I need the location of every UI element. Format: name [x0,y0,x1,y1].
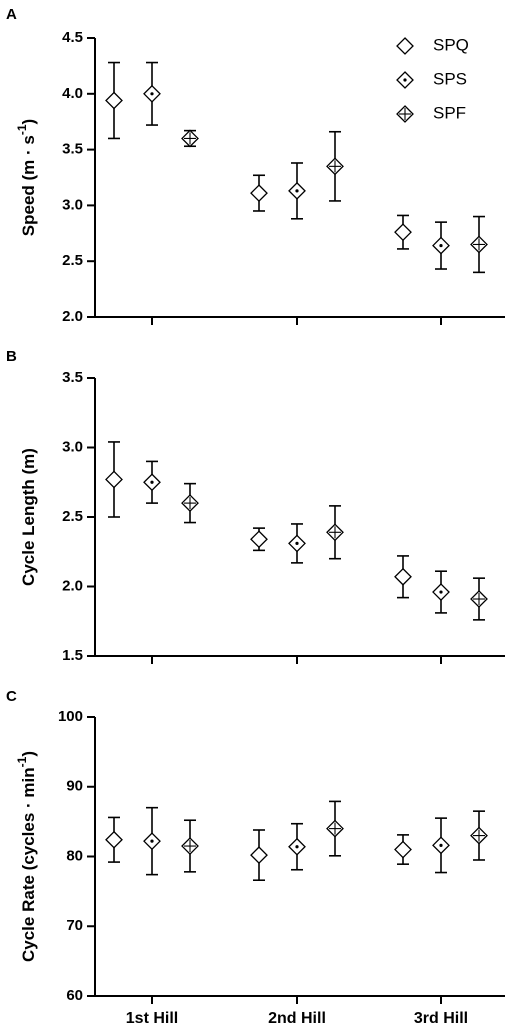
point-spq-3 [394,840,412,859]
point-spq-1-diamond [105,830,123,849]
y-tick-label: 2.5 [62,508,83,525]
panel-label: B [6,348,17,365]
legend-marker-spq [396,37,414,55]
point-sps-2 [288,534,306,553]
y-tick-label: 90 [66,778,83,795]
point-spq-1 [105,91,123,110]
y-axis-title-close: ) [19,751,38,757]
point-spq-1 [105,470,123,489]
point-sps-1-dot [150,92,154,96]
point-spf-1 [181,837,199,855]
point-spf-3 [470,826,488,845]
y-tick-label: 3.5 [62,141,83,158]
legend-label-spf: SPF [433,103,466,122]
panel-label: C [6,688,17,705]
point-sps-1 [143,473,161,492]
legend-label-spq: SPQ [433,35,469,54]
y-tick-label: 4.5 [62,29,83,46]
y-axis-title-main: Cycle Length (m) [19,448,38,586]
point-sps-3-dot [439,843,443,847]
panel-label: A [6,6,17,23]
point-spq-3-diamond [394,840,412,859]
point-spq-2 [250,184,268,203]
point-spq-1 [105,830,123,849]
point-sps-2 [288,181,306,200]
legend-label-sps: SPS [433,69,467,88]
point-sps-3-dot [439,590,443,594]
point-spf-2 [326,157,344,176]
legend: SPQ SPS SPF [396,35,469,123]
y-tick-label: 60 [66,987,83,1004]
x-tick-label: 1st Hill [126,1010,178,1027]
y-axis-title-main: Speed (m · s [19,135,38,236]
x-tick-label: 2nd Hill [268,1010,326,1027]
point-spf-3 [470,590,488,608]
y-tick-label: 80 [66,847,83,864]
point-sps-3-dot [439,243,443,248]
point-spf-1 [181,494,199,513]
point-spf-3 [470,235,488,254]
point-spq-1-diamond [105,91,123,110]
point-sps-3 [432,583,450,601]
legend-marker-spf [396,105,414,123]
point-sps-1 [143,84,161,103]
y-axis-title: Cycle Rate (cycles · min-1) [15,751,38,962]
y-tick-label: 70 [66,917,83,934]
legend-marker-sps [396,71,414,89]
point-sps-2-dot [295,845,299,849]
legend-marker-sps-dot [403,78,407,82]
point-spf-2 [326,819,344,838]
panel-a: A 2.0 2.5 3.0 3.5 4.0 4.5 Speed (m · s-1) SPQ SPS… [6,6,505,325]
point-spq-2-diamond [250,184,268,203]
point-spq-3 [394,567,412,586]
point-spq-2-diamond [250,846,268,865]
y-tick-label: 4.0 [62,85,83,102]
point-sps-2-dot [295,541,299,546]
panel-b: B 1.5 2.0 2.5 3.0 3.5 Cycle Length (m) [6,348,505,664]
y-tick-label: 2.0 [62,577,83,594]
legend-marker-spq-diamond [396,37,414,55]
y-tick-label: 1.5 [62,647,83,664]
point-spq-3 [394,223,412,242]
y-tick-label: 3.5 [62,369,83,386]
point-spq-3-diamond [394,223,412,242]
panel-c: C 60 70 80 90 100 Cycle Rate (cycles · min-1) [6,688,505,1004]
point-sps-1 [143,832,161,851]
point-sps-3 [432,236,450,255]
point-sps-1-dot [150,839,154,843]
point-sps-3 [432,836,450,855]
point-sps-1-dot [150,480,154,484]
y-axis-title-main: Cycle Rate (cycles · min [19,767,38,962]
x-tick-label: 3rd Hill [414,1010,468,1027]
point-spq-2-diamond [250,530,268,549]
y-axis-title: Speed (m · s-1) [15,119,38,236]
point-spf-1 [181,129,199,148]
point-spq-2 [250,530,268,549]
point-sps-2 [288,837,306,856]
y-axis-title-close: ) [19,119,38,125]
y-axis-title-sup: -1 [15,756,29,767]
y-tick-label: 100 [58,708,83,725]
y-tick-label: 2.0 [62,308,83,325]
y-tick-label: 3.0 [62,196,83,213]
point-spf-2 [326,523,344,542]
y-tick-label: 3.0 [62,438,83,455]
y-axis-title-sup: -1 [15,124,29,135]
point-spq-3-diamond [394,567,412,586]
point-sps-2-dot [295,189,299,193]
y-axis-title: Cycle Length (m) [19,448,38,586]
y-tick-label: 2.5 [62,252,83,269]
point-spq-2 [250,846,268,865]
point-spq-1-diamond [105,470,123,489]
